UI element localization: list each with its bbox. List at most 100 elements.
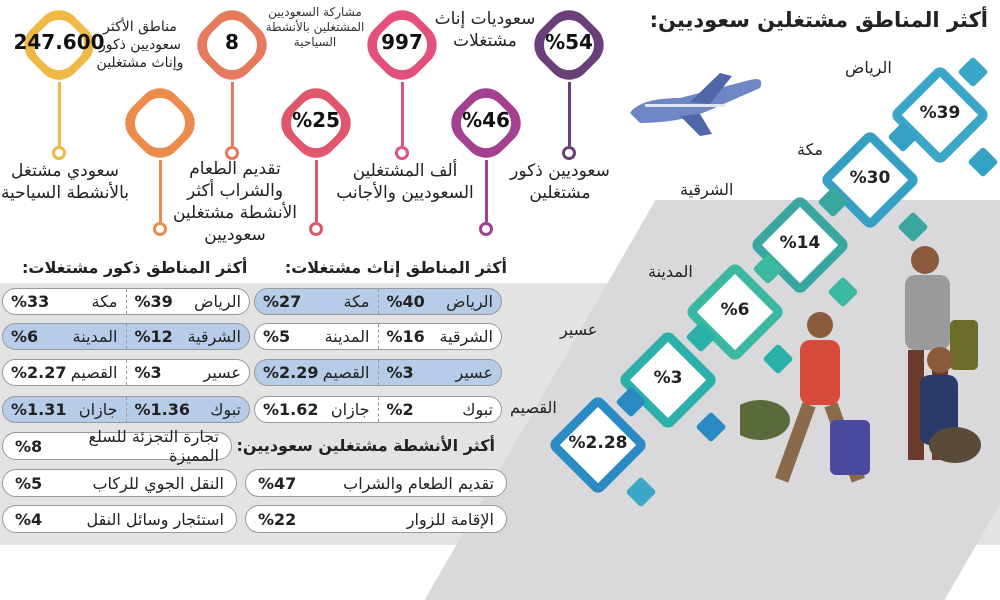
pin-1: %46: [442, 79, 530, 167]
activity-row: تجارة التجزئة للسلع المميزة %8: [2, 427, 232, 465]
table-cell: مكة %33: [3, 289, 127, 314]
region-percent: %39: [134, 292, 173, 311]
pin-dot: [52, 146, 66, 160]
activity-name: الإقامة للزوار: [406, 509, 494, 529]
female-table-row: تبوك %2 جازان %1.62: [254, 396, 502, 423]
region-name: الرياض: [194, 292, 241, 311]
table-cell: الرياض %40: [379, 289, 502, 314]
region-percent: %2.29: [263, 363, 319, 382]
travelers-illustration: [740, 246, 981, 483]
male-table-row: الشرقية %12 المدينة %6: [2, 323, 250, 350]
pin-label: مناطق الأكثر سعوديين ذكور وإناث مشتغلين: [96, 19, 184, 71]
table-cell: عسير %3: [379, 360, 502, 385]
region-name: الرياض: [446, 292, 493, 311]
pin-dot: [562, 146, 576, 160]
table-cell: الشرقية %12: [127, 324, 250, 349]
activity-name: النقل الجوي للركاب: [92, 473, 224, 493]
region-name: عسير: [455, 363, 493, 382]
pin-dot: [153, 222, 167, 236]
table-cell: القصيم %2.29: [255, 360, 379, 385]
male-table-title: أكثر المناطق ذكور مشتغلات:: [22, 258, 248, 277]
region-name: المدينة: [648, 262, 693, 281]
male-table-row: عسير %3 القصيم %2.27: [2, 359, 250, 386]
pin-value: 247.600: [13, 30, 105, 54]
pin-dot: [395, 146, 409, 160]
table-cell: عسير %3: [127, 360, 250, 385]
activity-row: استئجار وسائل النقل %4: [2, 505, 237, 533]
region-name: القصيم: [70, 363, 118, 382]
activity-percent: %5: [15, 473, 43, 493]
activity-row: تقديم الطعام والشراب %47: [245, 469, 507, 497]
region-name: المدينة: [324, 327, 370, 346]
region-percent: %6: [11, 327, 39, 346]
pin-0: %54: [525, 1, 613, 89]
region-percent: %1.62: [263, 400, 319, 419]
region-name: القصيم: [510, 398, 557, 417]
pin-label: سعودي مشتغل بالأنشطة السياحية: [0, 161, 130, 203]
region-name: تبوك: [210, 400, 241, 419]
pin-label: مشاركة السعوديين المشتغلين بالأنشطة السي…: [265, 5, 365, 49]
region-diamond: %2.28: [547, 394, 649, 496]
male-table-row: تبوك %1.36 جازان %1.31: [2, 396, 250, 423]
region-diamond: %30: [819, 129, 921, 231]
activity-percent: %47: [258, 473, 297, 493]
region-name: عسير: [203, 363, 241, 382]
table-cell: الشرقية %16: [379, 324, 502, 349]
male-table-row: الرياض %39 مكة %33: [2, 288, 250, 315]
region-name: الشرقية: [680, 180, 734, 199]
pin-value: %25: [292, 108, 340, 132]
airplane-icon: [630, 73, 762, 136]
table-cell: الرياض %39: [127, 289, 250, 314]
pin-dot: [479, 222, 493, 236]
activity-percent: %22: [258, 509, 297, 529]
pin-stem: [315, 160, 318, 222]
region-name: تبوك: [462, 400, 493, 419]
region-percent: %1.31: [11, 400, 67, 419]
region-name: الشرقية: [187, 327, 241, 346]
pin-label: ألف المشتغلين السعوديين والأجانب: [336, 161, 474, 203]
activity-name: استئجار وسائل النقل: [86, 509, 224, 529]
region-name: مكة: [343, 292, 370, 311]
table-cell: مكة %27: [255, 289, 379, 314]
region-percent: %1.36: [134, 400, 191, 419]
region-value: %3: [653, 368, 683, 388]
pin-label: سعوديين ذكور مشتغلين: [510, 161, 610, 203]
region-percent: %33: [11, 292, 50, 311]
region-percent: %16: [386, 327, 425, 346]
pin-3: %25: [272, 79, 360, 167]
activity-row: الإقامة للزوار %22: [245, 505, 507, 533]
pin-label: سعوديات إناث مشتغلات: [434, 9, 536, 51]
region-name: جازان: [78, 400, 118, 419]
female-table-row: الرياض %40 مكة %27: [254, 288, 502, 315]
region-value: %2.28: [568, 433, 628, 453]
pin-stem: [58, 82, 61, 146]
activity-row: النقل الجوي للركاب %5: [2, 469, 237, 497]
pin-4: 8: [188, 1, 276, 89]
activity-name: تجارة التجزئة للسلع المميزة: [88, 427, 219, 465]
region-name: الرياض: [845, 58, 892, 77]
region-name: مكة: [797, 140, 823, 159]
table-cell: تبوك %2: [379, 397, 502, 422]
region-percent: %3: [386, 363, 414, 382]
region-diamond: %3: [617, 329, 719, 431]
region-name: الشرقية: [439, 327, 493, 346]
region-diamond: %14: [749, 194, 851, 296]
table-cell: جازان %1.31: [3, 397, 127, 422]
table-cell: المدينة %6: [3, 324, 127, 349]
region-percent: %3: [134, 363, 162, 382]
pin-2: 997: [358, 1, 446, 89]
region-value: %14: [779, 233, 821, 253]
female-table-row: عسير %3 القصيم %2.29: [254, 359, 502, 386]
region-name: القصيم: [322, 363, 370, 382]
pin-stem: [159, 160, 162, 222]
region-percent: %27: [263, 292, 302, 311]
pin-value: 997: [381, 30, 423, 54]
pin-dot: [225, 146, 239, 160]
female-table-row: الشرقية %16 المدينة %5: [254, 323, 502, 350]
region-percent: %2: [386, 400, 414, 419]
table-cell: جازان %1.62: [255, 397, 379, 422]
region-name: المدينة: [72, 327, 118, 346]
pin-dot: [309, 222, 323, 236]
female-table-title: أكثر المناطق إناث مشتغلات:: [284, 258, 507, 277]
region-percent: %12: [134, 327, 173, 346]
